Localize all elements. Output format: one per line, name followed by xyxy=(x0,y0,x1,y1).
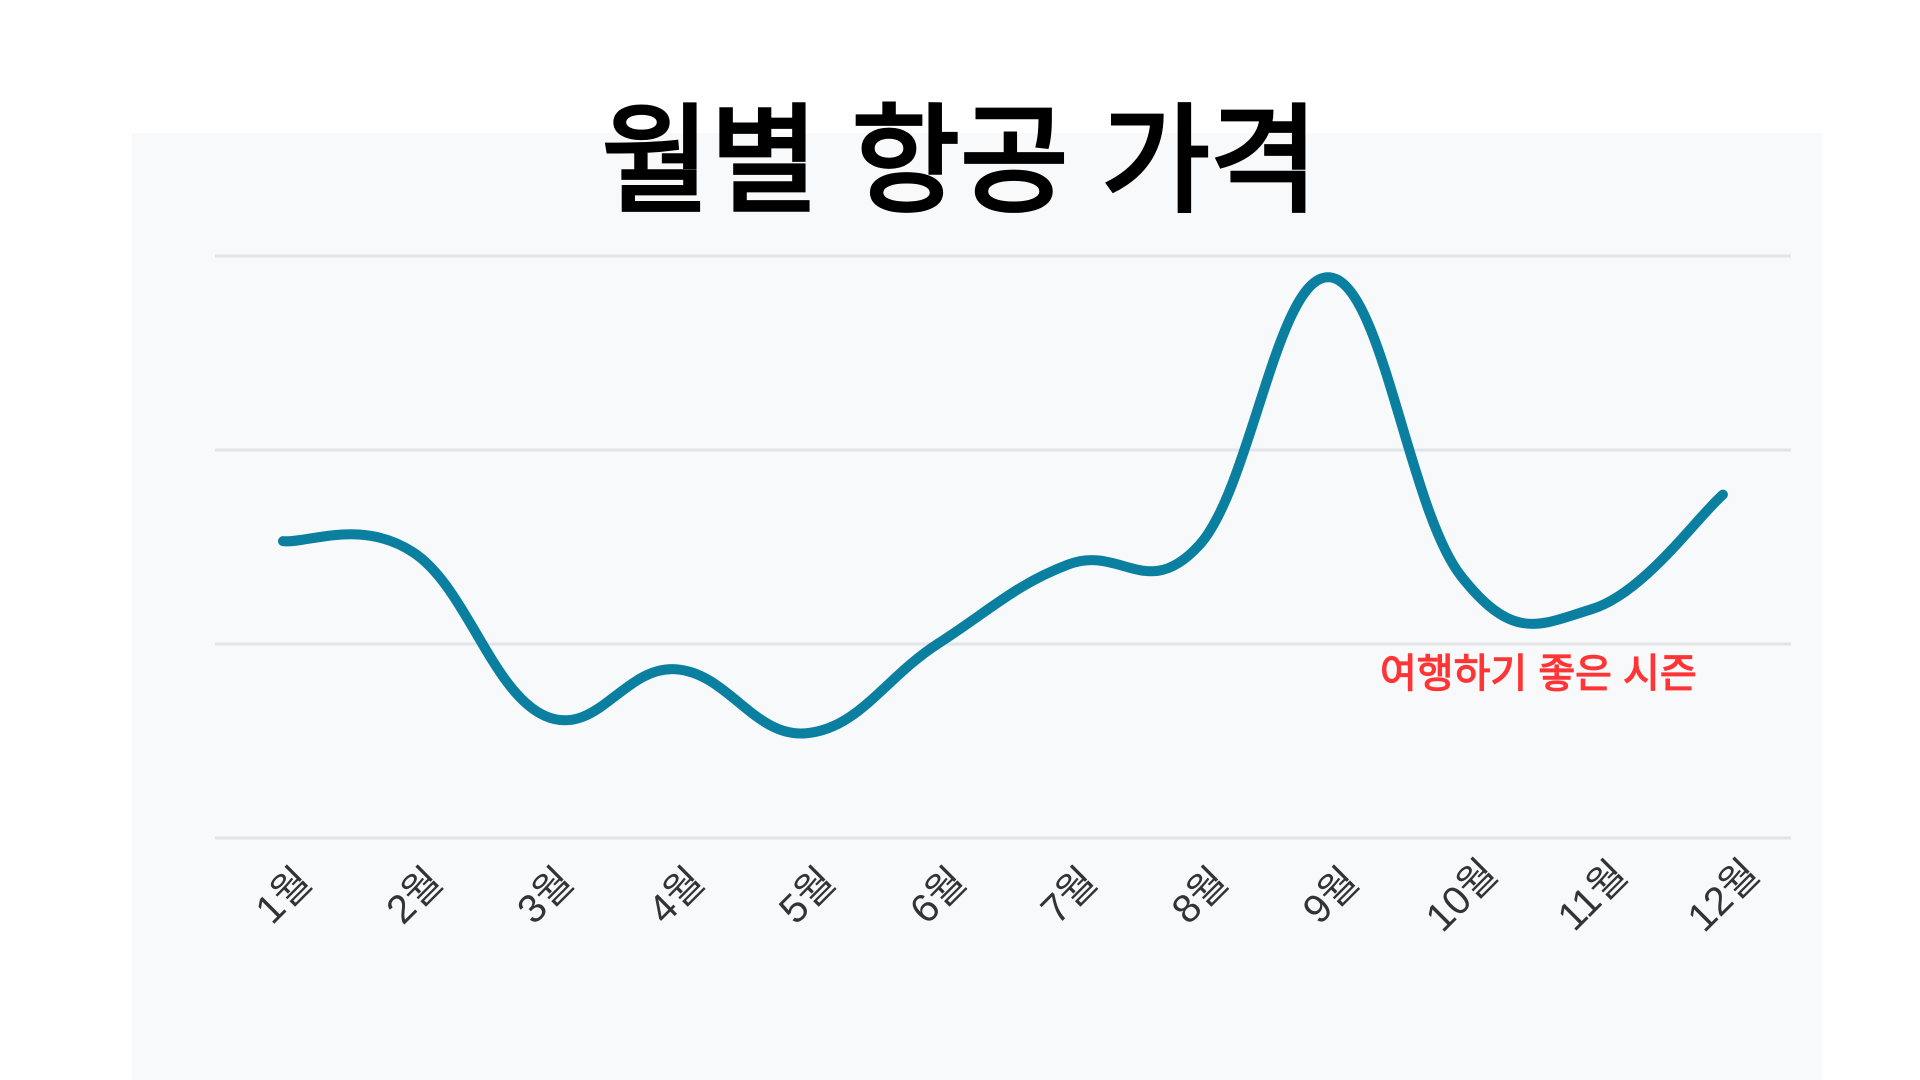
x-tick-label: 7월 xyxy=(1033,859,1106,932)
x-tick-label: 3월 xyxy=(509,859,582,932)
x-tick-label: 12월 xyxy=(1679,852,1768,941)
x-tick-label: 4월 xyxy=(640,859,713,932)
x-tick-label: 8월 xyxy=(1164,859,1237,932)
series-line xyxy=(278,272,1728,739)
x-tick-label: 9월 xyxy=(1295,859,1368,932)
x-tick-label: 5월 xyxy=(771,859,844,932)
x-tick-label: 10월 xyxy=(1418,852,1507,941)
chart-title: 월별 항공 가격 xyxy=(601,96,1319,228)
x-tick-label: 6월 xyxy=(902,859,975,932)
x-tick-label: 2월 xyxy=(378,859,451,932)
x-tick-label: 1월 xyxy=(247,859,320,932)
x-tick-label: 11월 xyxy=(1550,853,1636,939)
plot-area xyxy=(132,133,1822,1080)
annotation-label: 여행하기 좋은 시즌 xyxy=(1380,652,1697,696)
